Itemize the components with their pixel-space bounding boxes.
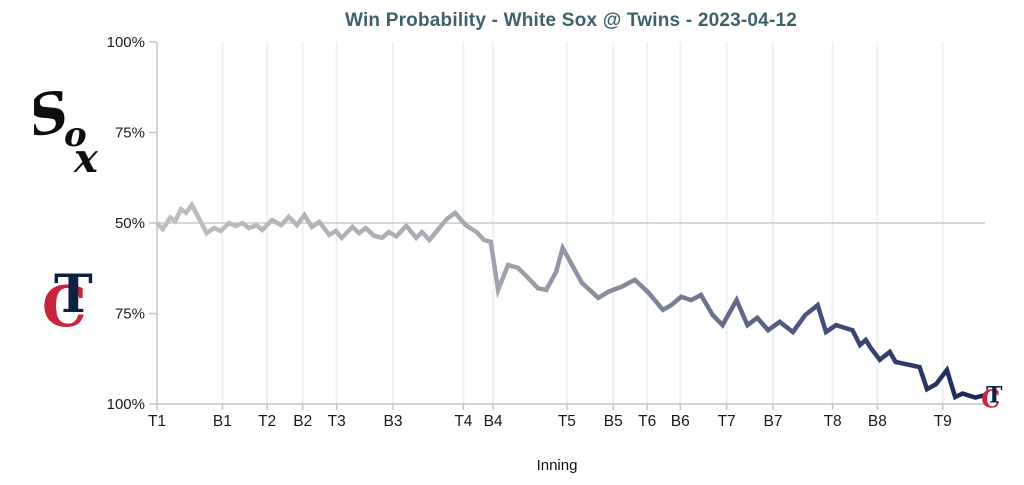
x-tick-label: T2: [258, 413, 276, 430]
x-tick-label: B7: [764, 413, 783, 430]
y-tick-label: 100%: [107, 34, 145, 51]
y-tick-label: 75%: [115, 306, 145, 323]
x-tick-label: T7: [718, 413, 736, 430]
x-tick-label: T8: [824, 413, 842, 430]
x-tick-label: B4: [484, 413, 503, 430]
x-tick-label: B6: [671, 413, 690, 430]
end-marker-c: C: [981, 384, 1000, 413]
x-tick-label: B2: [293, 413, 312, 430]
x-tick-label: T1: [148, 413, 166, 430]
x-axis-title: Inning: [536, 457, 578, 474]
x-tick-label: T5: [558, 413, 576, 430]
white-sox-logo-icon: S o x: [34, 86, 99, 182]
x-tick-label: B5: [604, 413, 623, 430]
chart-title: Win Probability - White Sox @ Twins - 20…: [344, 10, 798, 31]
x-tick-label: T6: [638, 413, 656, 430]
x-tick-label: B3: [383, 413, 402, 430]
x-tick-label: T9: [934, 413, 952, 430]
twins-logo-icon: C T: [42, 264, 93, 334]
svg-text:o: o: [64, 115, 87, 155]
x-tick-label: B8: [868, 413, 887, 430]
x-tick-label: B1: [213, 413, 232, 430]
y-tick-label: 75%: [115, 125, 145, 142]
y-tick-label: 100%: [107, 396, 145, 413]
svg-text:T: T: [54, 264, 93, 325]
x-tick-label: T4: [454, 413, 472, 430]
svg-text:C: C: [42, 274, 87, 334]
x-tick-label: T3: [328, 413, 346, 430]
win-probability-line: [155, 200, 985, 401]
end-marker-twins-logo-icon: CT: [981, 382, 1003, 413]
svg-text:x: x: [73, 135, 99, 182]
y-tick-label: 50%: [115, 215, 145, 232]
end-marker-t: T: [986, 382, 1003, 408]
